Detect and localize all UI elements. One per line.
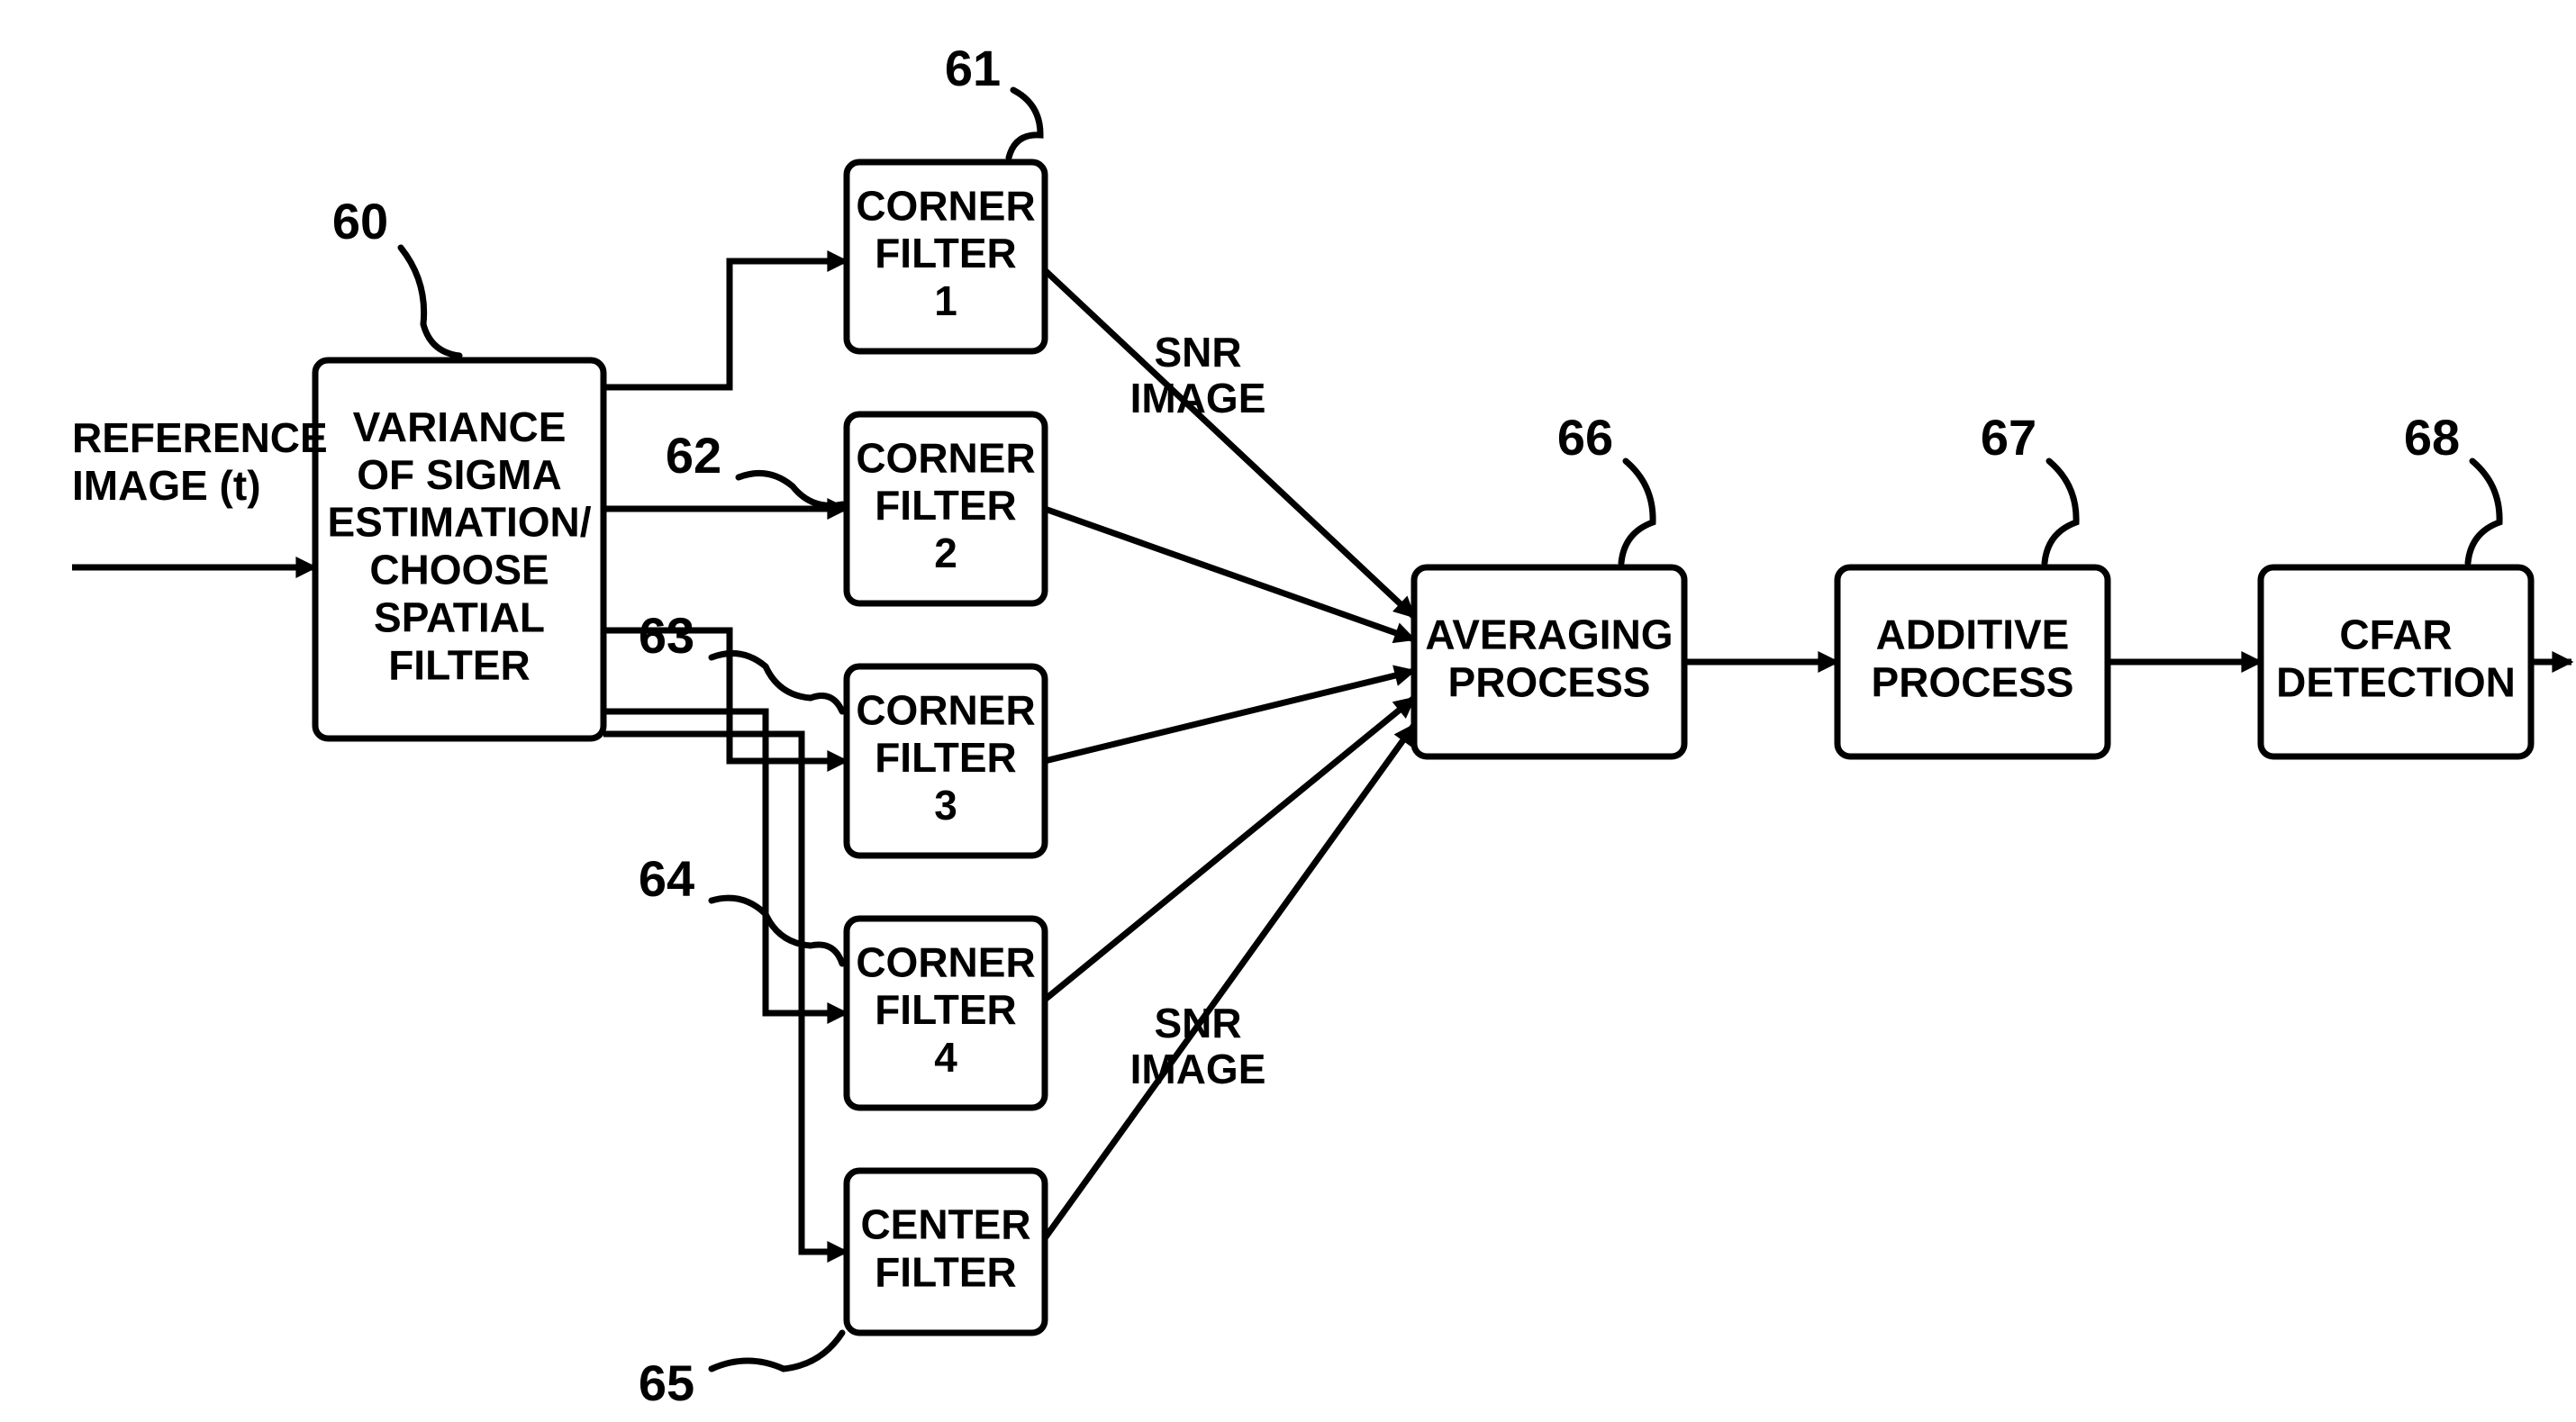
input-label-line2: IMAGE (t) <box>72 462 261 509</box>
additive-leader <box>2045 461 2076 563</box>
snr-label-top: SNRIMAGE <box>1130 329 1266 421</box>
filter4-label-line2: 4 <box>934 1034 957 1081</box>
filter1-label-line2: 1 <box>934 277 957 324</box>
snr-top-line2: IMAGE <box>1130 375 1266 421</box>
variance-leader <box>401 248 459 356</box>
filter3-refnum: 63 <box>639 607 694 664</box>
filter3-label-line0: CORNER <box>856 686 1035 733</box>
cfar-refnum: 68 <box>2404 409 2460 466</box>
filter3-label-line2: 3 <box>934 782 957 829</box>
variance-label-line3: CHOOSE <box>369 547 549 593</box>
cfar-label-line0: CFAR <box>2339 611 2452 658</box>
cfar-block: CFARDETECTION 68 <box>2261 409 2531 756</box>
additive-label-line1: PROCESS <box>1872 659 2074 706</box>
filter5-label-line1: FILTER <box>875 1249 1017 1296</box>
filter1-refnum: 61 <box>945 40 1001 96</box>
variance-refnum: 60 <box>332 193 388 249</box>
averaging-label-line0: AVERAGING <box>1425 611 1673 658</box>
filter1-leader <box>1009 90 1040 158</box>
arrow-var-to-f5 <box>603 734 847 1252</box>
snr-label-bottom: SNRIMAGE <box>1130 1000 1266 1092</box>
averaging-block: AVERAGINGPROCESS 66 <box>1414 409 1684 756</box>
arrow-f3-to-avg <box>1045 671 1414 761</box>
filter5-leader <box>712 1333 842 1369</box>
variance-label-line0: VARIANCE <box>353 403 567 450</box>
filter2-leader <box>739 473 842 505</box>
filter5-label-line0: CENTER <box>860 1201 1030 1248</box>
filter4-label-line0: CORNER <box>856 938 1035 985</box>
input-label: REFERENCEIMAGE (t) <box>72 414 328 509</box>
filter1-block: CORNERFILTER1 61 <box>847 40 1045 351</box>
cfar-leader <box>2468 461 2499 563</box>
arrow-var-to-f1 <box>603 261 847 387</box>
filter4-block: CORNERFILTER4 64 <box>639 850 1045 1108</box>
filter1-label-line1: FILTER <box>875 230 1017 276</box>
averaging-leader <box>1621 461 1653 563</box>
filter2-label-line0: CORNER <box>856 434 1035 481</box>
variance-label-line2: ESTIMATION/ <box>327 499 591 546</box>
additive-label-line0: ADDITIVE <box>1876 611 2070 658</box>
variance-block: VARIANCEOF SIGMAESTIMATION/CHOOSESPATIAL… <box>315 193 603 738</box>
arrow-f4-to-avg <box>1045 698 1414 1000</box>
snr-top-line1: SNR <box>1154 329 1241 376</box>
arrow-f5-to-avg <box>1045 725 1414 1238</box>
filter4-refnum: 64 <box>639 850 694 907</box>
filter1-label-line0: CORNER <box>856 182 1035 229</box>
variance-label-line4: SPATIAL <box>374 594 545 641</box>
filter2-label-line1: FILTER <box>875 482 1017 529</box>
filter3-label-line1: FILTER <box>875 734 1017 781</box>
additive-refnum: 67 <box>1981 409 2036 466</box>
snr-bot-line2: IMAGE <box>1130 1046 1266 1092</box>
arrow-f1-to-avg <box>1045 270 1414 617</box>
averaging-refnum: 66 <box>1557 409 1613 466</box>
filter5-refnum: 65 <box>639 1354 694 1411</box>
variance-label-line1: OF SIGMA <box>357 451 561 498</box>
cfar-label-line1: DETECTION <box>2276 659 2516 706</box>
arrow-f2-to-avg <box>1045 509 1414 639</box>
filter5-block: CENTERFILTER 65 <box>639 1171 1045 1411</box>
filter4-label-line1: FILTER <box>875 986 1017 1033</box>
filter4-leader <box>712 898 842 964</box>
additive-block: ADDITIVEPROCESS 67 <box>1837 409 2108 756</box>
input-label-line1: REFERENCE <box>72 414 328 461</box>
variance-label-line5: FILTER <box>388 641 531 688</box>
filter2-label-line2: 2 <box>934 530 957 576</box>
averaging-label-line1: PROCESS <box>1448 659 1651 706</box>
filter2-refnum: 62 <box>666 427 721 484</box>
snr-bot-line1: SNR <box>1154 1000 1241 1046</box>
